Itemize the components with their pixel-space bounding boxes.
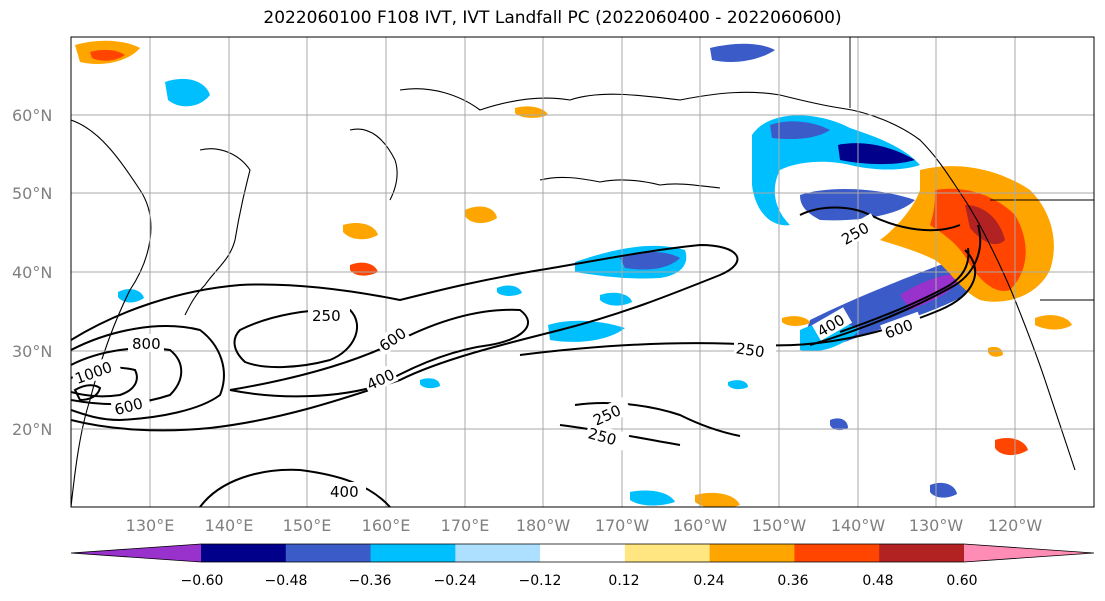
lon-tick-label: 120°W [988, 516, 1043, 535]
colorbar-tick-label: 0.48 [862, 573, 893, 589]
lon-tick-label: 150°E [283, 516, 332, 535]
colorbar-segment [540, 544, 626, 562]
neg-patch [900, 274, 960, 310]
latitude-ticks: 60°N 50°N 40°N 30°N 20°N [12, 106, 52, 439]
lon-tick-label: 170°E [441, 516, 490, 535]
neg-patch [728, 380, 748, 390]
longitude-ticks: 130°E 140°E 150°E 160°E 170°E 180°W 170°… [126, 516, 1043, 535]
colorbar-segment [285, 544, 372, 562]
colorbar-segment [624, 544, 711, 562]
lon-tick-label: 160°W [673, 516, 728, 535]
lon-tick-label: 140°W [831, 516, 886, 535]
contour-label: 250 [312, 307, 341, 325]
contour-250-inner [233, 308, 359, 369]
colorbar-segment [709, 544, 795, 562]
neg-patch [930, 482, 957, 498]
colorbar-extend-min [71, 544, 201, 562]
lat-tick-label: 40°N [12, 263, 52, 282]
neg-patch [630, 490, 675, 506]
colorbar [70, 543, 1095, 563]
lon-tick-label: 150°W [752, 516, 807, 535]
contour-400-south [199, 468, 391, 507]
neg-patch [548, 320, 625, 342]
neg-patch [165, 78, 210, 107]
bering-coast [399, 88, 781, 111]
lon-tick-label: 130°W [909, 516, 964, 535]
contour-labels: 250 600 400 800 1000 600 250 400 250 250… [72, 218, 916, 501]
asia-coast [71, 119, 152, 507]
colorbar-tick-label: 0.60 [946, 573, 977, 589]
lon-tick-label: 180°W [516, 516, 571, 535]
gridlines [71, 37, 1094, 507]
colorbar-extend-max [964, 544, 1094, 562]
neg-patch [420, 378, 440, 389]
pos-patch [90, 49, 125, 61]
north-america-coast [779, 94, 1076, 471]
contour-600-east [839, 247, 970, 333]
contour-label: 800 [132, 335, 161, 353]
colorbar-tick-label: 0.24 [693, 573, 724, 589]
aleutian-chain [539, 176, 721, 189]
contour-400-west [71, 325, 225, 422]
lon-tick-label: 170°W [595, 516, 650, 535]
contour-600-mid [229, 308, 529, 398]
colorbar-outline [70, 543, 1095, 563]
lon-tick-label: 130°E [126, 516, 175, 535]
lon-tick-label: 140°E [205, 516, 254, 535]
colorbar-ticks: −0.60 −0.48 −0.36 −0.24 −0.12 0.12 0.24 … [181, 573, 978, 589]
map-panel: 250 600 400 800 1000 600 250 400 250 250… [71, 37, 1094, 507]
pos-patch [1035, 315, 1072, 330]
pos-patch [782, 316, 810, 326]
contour-250-outer [71, 243, 739, 432]
pos-patch [465, 206, 497, 224]
neg-patch [600, 292, 632, 306]
colorbar-tick-label: −0.48 [265, 573, 308, 589]
kamchatka-coast [349, 128, 398, 201]
pos-patch [995, 438, 1028, 456]
colorbar-tick-label: 0.36 [777, 573, 808, 589]
contour-400-east [809, 224, 982, 346]
neg-patch [710, 43, 775, 62]
neg-patch [118, 289, 144, 303]
lat-tick-label: 30°N [12, 342, 52, 361]
lat-tick-label: 50°N [12, 184, 52, 203]
contour-label: 400 [330, 483, 359, 501]
contour-label: 250 [735, 339, 766, 361]
coastlines [71, 88, 1076, 507]
pos-patch [930, 188, 1026, 291]
colorbar-segment [201, 544, 287, 562]
contour-1000-west [73, 384, 102, 402]
map-frame [70, 36, 1095, 508]
neg-patch [830, 418, 848, 431]
pos-patch [965, 205, 1005, 245]
colorbar-segment [370, 544, 456, 562]
colorbar-tick-label: −0.36 [349, 573, 392, 589]
neg-patch [770, 121, 830, 140]
neg-patch [497, 285, 522, 296]
pos-patch [343, 223, 378, 240]
colorbar-tick-label: −0.12 [519, 573, 562, 589]
colorbar-segment [879, 544, 965, 562]
neg-patch [838, 143, 915, 165]
contour-250-south [574, 402, 741, 437]
colorbar-segment [455, 544, 541, 562]
colorbar-tick-label: −0.24 [434, 573, 477, 589]
japan-kuril-coast [184, 148, 251, 316]
pos-patch [695, 492, 740, 507]
lon-tick-label: 160°E [362, 516, 411, 535]
pos-patch [988, 346, 1003, 357]
colorbar-tick-label: 0.12 [608, 573, 639, 589]
lat-tick-label: 60°N [12, 106, 52, 125]
colorbar-tick-label: −0.60 [181, 573, 224, 589]
neg-patch [620, 252, 680, 270]
map-title: 2022060100 F108 IVT, IVT Landfall PC (20… [263, 8, 842, 28]
colorbar-segment [794, 544, 880, 562]
lat-tick-label: 20°N [12, 420, 52, 439]
ivt-contours [71, 206, 982, 507]
neg-patch [752, 115, 920, 226]
